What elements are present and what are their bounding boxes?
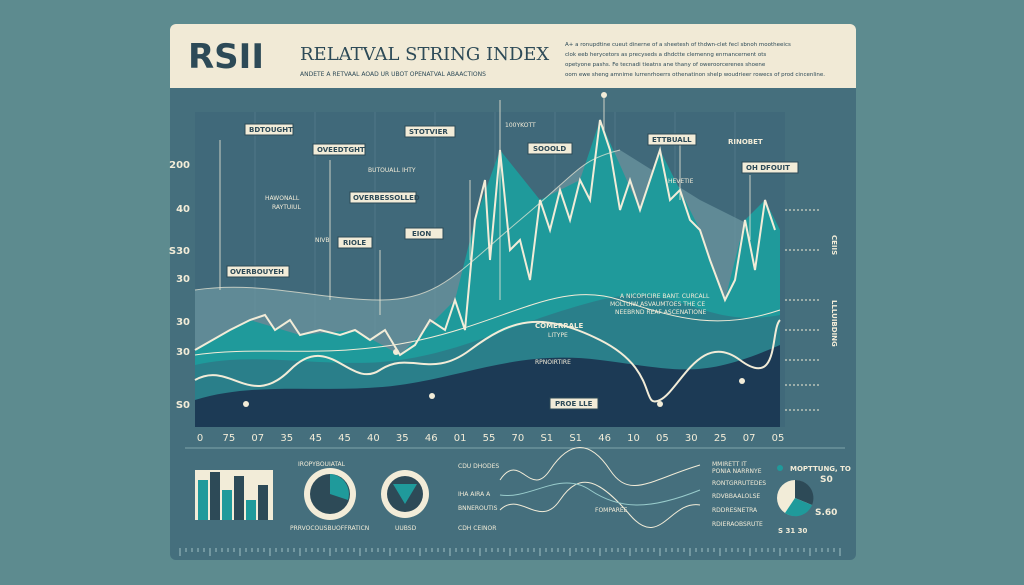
- sparkline: [499, 481, 701, 528]
- annotation: OVERBOUYEH: [230, 268, 284, 276]
- x-label: 25: [714, 433, 727, 444]
- annotation: STOTVIER: [409, 128, 448, 136]
- note: RDIERAOBSRUTE: [712, 521, 763, 528]
- value: S.60: [815, 508, 837, 518]
- x-label: 30: [685, 433, 698, 444]
- spark-label: FOMPAREE: [595, 507, 628, 514]
- note: PONIA NARRNYE: [712, 468, 762, 475]
- ruler: [179, 548, 841, 556]
- legend-item: CDH CEINOR: [458, 525, 496, 532]
- x-label: 55: [483, 433, 496, 444]
- annotation: RINOBET: [728, 138, 763, 146]
- desc-line: oom ewe sheng amnime lurrenrhoerrs othen…: [565, 72, 825, 78]
- annotation: PROE LLE: [555, 400, 593, 408]
- gauge-caption: PRRVOCOUSBUOFFRATICN: [290, 525, 369, 532]
- annotation: 100YKOTT: [505, 122, 536, 129]
- callouts: BDTOUGHT OVEEDTGHT STOTVIER 100YKOTT SOO…: [226, 122, 799, 410]
- annotation: HAWONALL: [265, 195, 300, 202]
- annotation: NEEBRND REAF ASCENATIONE: [615, 309, 706, 316]
- x-label: 05: [656, 433, 669, 444]
- desc-line: A+ a ronupdtine cueut dinerne of a sheet…: [565, 42, 791, 48]
- annotation: NIVB: [315, 237, 329, 244]
- y-label: 30: [176, 347, 190, 358]
- leaders: [219, 95, 751, 315]
- x-label: 07: [743, 433, 756, 444]
- side-label: CEIIS: [830, 235, 838, 255]
- y-label: 40: [176, 204, 190, 215]
- annotation: HEVETIE: [668, 178, 694, 185]
- sparkline: [499, 482, 701, 506]
- y-label: S0: [176, 400, 190, 411]
- annotation: COMERRALE: [535, 322, 583, 330]
- side-label: LLLUIBDING: [830, 300, 838, 347]
- annotation: RIOLE: [343, 239, 366, 247]
- desc-line: opetyone pashs. Fe tecnadi tieatns ane t…: [565, 62, 766, 68]
- value: S0: [820, 475, 833, 485]
- right-notes: MMIRETT IT PONIA NARRNYE RONTGRRUTEDES R…: [712, 461, 766, 528]
- gauge-small: UUBSD: [395, 525, 417, 532]
- annotation: BDTOUGHT: [249, 126, 293, 134]
- smooth-line: [194, 319, 781, 403]
- x-label: 46: [425, 433, 438, 444]
- x-label: 0: [197, 433, 203, 444]
- legend-item: IHA AIRA A: [458, 491, 491, 498]
- desc-line: clok eeb herycetors as precyseds a dhdct…: [565, 52, 766, 58]
- annotation: OH DFOUIT: [746, 164, 790, 172]
- x-label: 70: [512, 433, 525, 444]
- gauge-title: IROPYBOUIATAL: [298, 461, 346, 468]
- smooth-line-2: [194, 294, 781, 356]
- value: S 31 30: [778, 527, 808, 535]
- note: RDDRESNETRA: [712, 507, 758, 514]
- x-label: 10: [627, 433, 640, 444]
- heading: RELATVAL STRING INDEX: [300, 44, 549, 65]
- x-label: S1: [540, 433, 553, 444]
- annotation: EION: [412, 230, 431, 238]
- legend-item: BNNEROUTIS: [458, 505, 498, 512]
- annotation: OVERBESSOLLED: [353, 194, 420, 202]
- legend: CDU DHODES IHA AIRA A BNNEROUTIS CDH CEI…: [458, 463, 499, 532]
- rsi-line: [194, 119, 776, 357]
- annotation: A NICOPICIRE BANT. CURCALL: [620, 293, 710, 300]
- x-label: 01: [454, 433, 467, 444]
- y-labels: 200 40 S30 30 30 30 S0: [169, 160, 190, 411]
- annotation: MOLTUIW ASVAUMTOES THE CE: [610, 301, 705, 308]
- x-label: 35: [280, 433, 293, 444]
- annotation: RAYTUIUL: [272, 204, 301, 211]
- x-label: 46: [598, 433, 611, 444]
- note: RONTGRRUTEDES: [712, 480, 766, 487]
- x-label: 07: [251, 433, 264, 444]
- right-scale: [785, 209, 820, 411]
- sparkline: [499, 447, 701, 487]
- annotation: LITYPE: [548, 332, 568, 339]
- x-label: 75: [223, 433, 236, 444]
- monitor: MOPTTUNG, TO: [790, 465, 851, 473]
- x-label: 05: [772, 433, 785, 444]
- curve: [194, 149, 621, 301]
- x-labels: 0 75 07 35 45 45 40 35 46 01 55 70 S1 S1 46 10 05 30 25 07 0…: [197, 433, 785, 444]
- subtitle: ANDETE A RETVAAL AOAD UR UBOT OPENATVAL …: [300, 71, 486, 78]
- y-label: 30: [176, 317, 190, 328]
- annotation: ETTBUALL: [652, 136, 692, 144]
- annotation: SOOOLD: [533, 145, 566, 153]
- note: RDVBBAALOLSE: [712, 493, 760, 500]
- note: MMIRETT IT: [712, 461, 747, 468]
- header-bg: [170, 24, 856, 88]
- title: RSII: [188, 37, 264, 77]
- x-label: 45: [338, 433, 351, 444]
- y-label: 200: [169, 160, 190, 171]
- y-label: S30: [169, 246, 190, 257]
- annotation: OVEEDTGHT: [317, 146, 365, 154]
- annotation: RPNOIRTIRE: [535, 359, 571, 366]
- x-label: 40: [367, 433, 380, 444]
- x-label: 35: [396, 433, 409, 444]
- annotation: BUTOUALL IHTY: [368, 167, 416, 174]
- mini-bars: [195, 470, 273, 520]
- legend-item: CDU DHODES: [458, 463, 499, 470]
- y-label: 30: [176, 274, 190, 285]
- x-label: S1: [569, 433, 582, 444]
- gauge-fill: [330, 474, 349, 500]
- x-label: 45: [309, 433, 322, 444]
- description: A+ a ronupdtine cueut dinerne of a sheet…: [565, 42, 825, 78]
